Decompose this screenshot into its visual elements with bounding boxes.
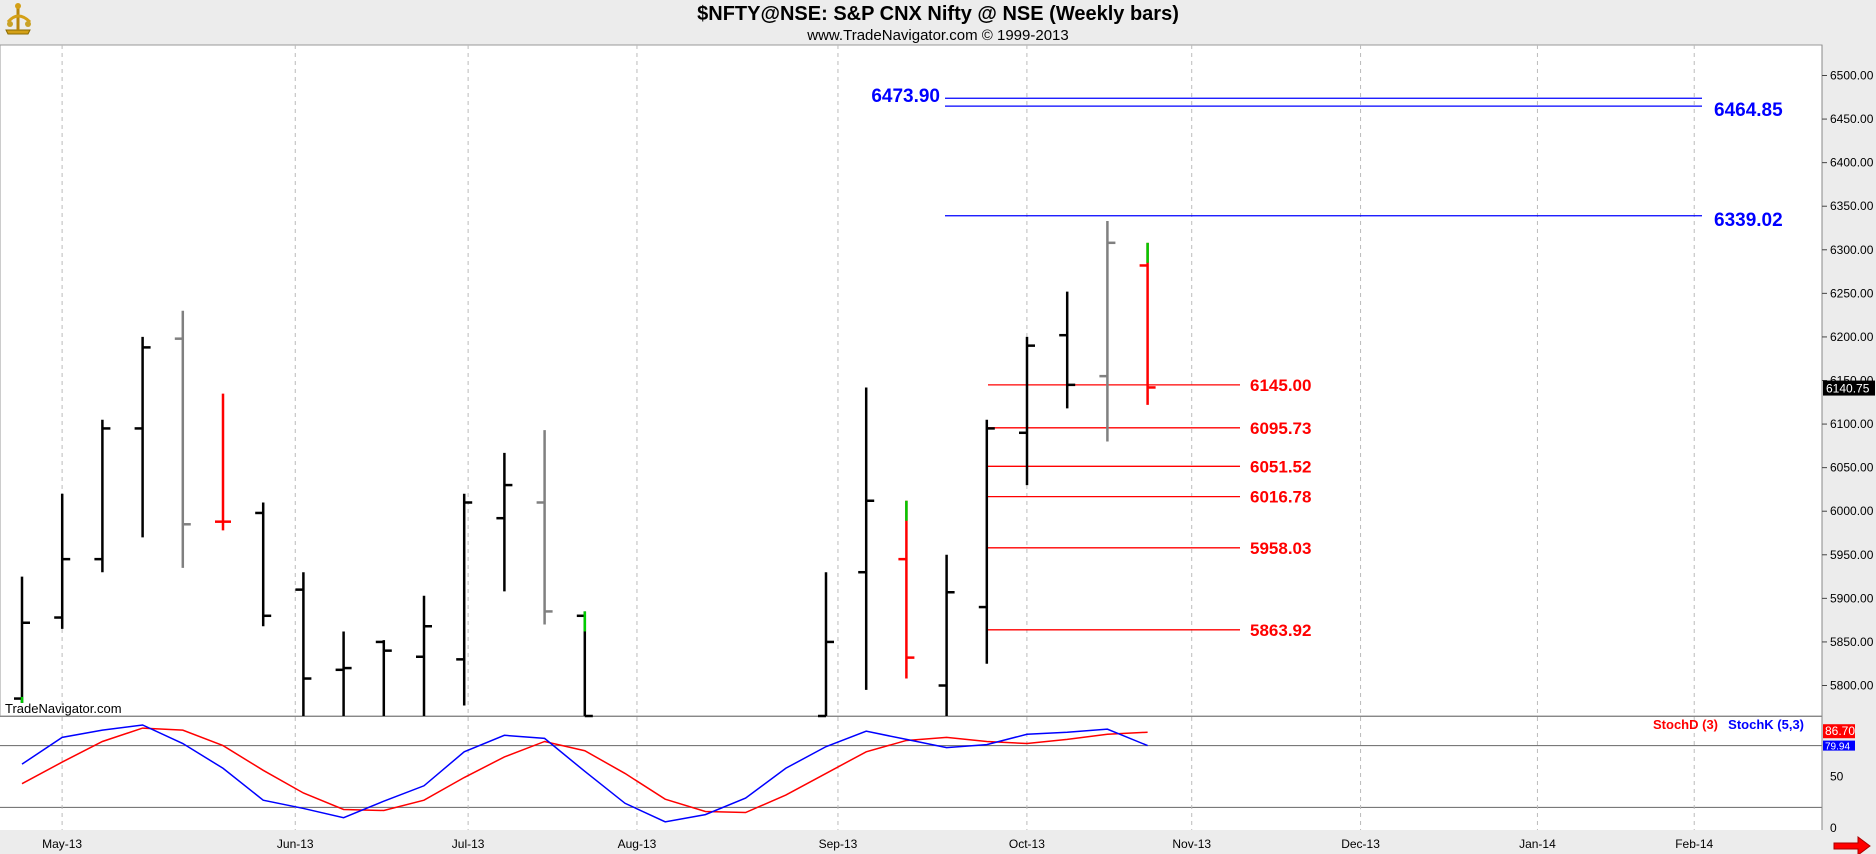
price-bar (1099, 221, 1116, 442)
price-bar (938, 554, 955, 716)
stoch-line (21, 727, 1148, 814)
x-tick-label: Sep-13 (819, 837, 858, 851)
price-bar (335, 631, 352, 716)
y-tick-label: 5950.00 (1830, 548, 1874, 562)
last-price-label: 6140.75 (1826, 382, 1870, 396)
stochastic-panel (0, 717, 1822, 830)
price-bar (174, 310, 191, 568)
price-bar (54, 493, 71, 629)
price-bar (94, 419, 111, 573)
x-tick-label: Jul-13 (452, 837, 485, 851)
x-tick-label: Nov-13 (1172, 837, 1211, 851)
chart-title: $NFTY@NSE: S&P CNX Nifty @ NSE (Weekly b… (697, 3, 1179, 25)
y-tick-label: 6000.00 (1830, 504, 1874, 518)
y-tick-label: 6500.00 (1830, 69, 1874, 83)
legend-stoch-k: StochK (5,3) (1728, 717, 1804, 732)
y-tick-label: 5900.00 (1830, 591, 1874, 605)
price-bar (14, 576, 30, 703)
price-bar (295, 572, 312, 716)
stoch-k-value: 79.94 (1825, 742, 1850, 753)
x-tick-label: Oct-13 (1009, 837, 1045, 851)
price-bar (978, 419, 995, 664)
price-bar (496, 452, 513, 592)
red-level-label: 6095.73 (1250, 419, 1311, 438)
chart-subtitle: www.TradeNavigator.com © 1999-2013 (806, 27, 1068, 44)
price-bar (536, 430, 553, 625)
stoch-tick-label: 0 (1830, 821, 1837, 835)
x-tick-label: May-13 (42, 837, 82, 851)
stoch-tick-label: 50 (1830, 770, 1844, 784)
stoch-k-value-box (1823, 740, 1855, 751)
price-panel (0, 44, 1823, 717)
watermark: TradeNavigator.com (5, 701, 122, 716)
red-level-label: 5863.92 (1250, 621, 1311, 640)
y-tick-label: 5800.00 (1830, 679, 1874, 693)
y-tick-label: 6350.00 (1830, 199, 1874, 213)
red-level-label: 6016.78 (1250, 488, 1311, 507)
y-tick-label: 5850.00 (1830, 635, 1874, 649)
x-tick-label: Jan-14 (1519, 837, 1556, 851)
y-tick-label: 6450.00 (1830, 112, 1874, 126)
y-tick-label: 6300.00 (1830, 243, 1874, 257)
price-bar (1059, 291, 1076, 409)
stoch-d-value: 86.70 (1825, 724, 1855, 738)
price-bar (134, 336, 151, 538)
x-tick-label: Aug-13 (618, 837, 657, 851)
price-bar (375, 640, 392, 716)
y-tick-label: 6050.00 (1830, 461, 1874, 475)
price-bar (416, 595, 432, 716)
red-level-label: 6145.00 (1250, 376, 1311, 395)
price-bar (858, 387, 875, 690)
stoch-d-value-box (1823, 724, 1855, 739)
x-tick-label: Dec-13 (1341, 837, 1380, 851)
blue-level-label: 6473.90 (871, 86, 940, 107)
price-bar (1019, 336, 1035, 486)
stoch-line (21, 724, 1148, 823)
price-bar (818, 572, 834, 718)
scroll-right-arrow-icon[interactable] (1833, 836, 1871, 854)
x-tick-label: Feb-14 (1675, 837, 1713, 851)
x-tick-label: Jun-13 (277, 837, 314, 851)
price-bar (898, 500, 915, 679)
y-tick-label: 6100.00 (1830, 417, 1874, 431)
y-tick-label: 6250.00 (1830, 286, 1874, 300)
price-bar (255, 502, 272, 627)
blue-level-label: 6339.02 (1714, 210, 1783, 231)
y-tick-label: 6400.00 (1830, 156, 1874, 170)
red-level-label: 5958.03 (1250, 539, 1311, 558)
last-price-box (1823, 380, 1875, 396)
trade-navigator-logo-icon (5, 3, 32, 35)
legend-stoch-d: StochD (3) (1653, 717, 1718, 732)
price-bar (576, 611, 593, 718)
price-bar (1139, 242, 1156, 405)
blue-level-label: 6464.85 (1714, 100, 1783, 121)
red-level-label: 6051.52 (1250, 457, 1311, 476)
y-tick-label: 6200.00 (1830, 330, 1874, 344)
price-bar (215, 393, 231, 531)
price-bar (456, 493, 473, 706)
